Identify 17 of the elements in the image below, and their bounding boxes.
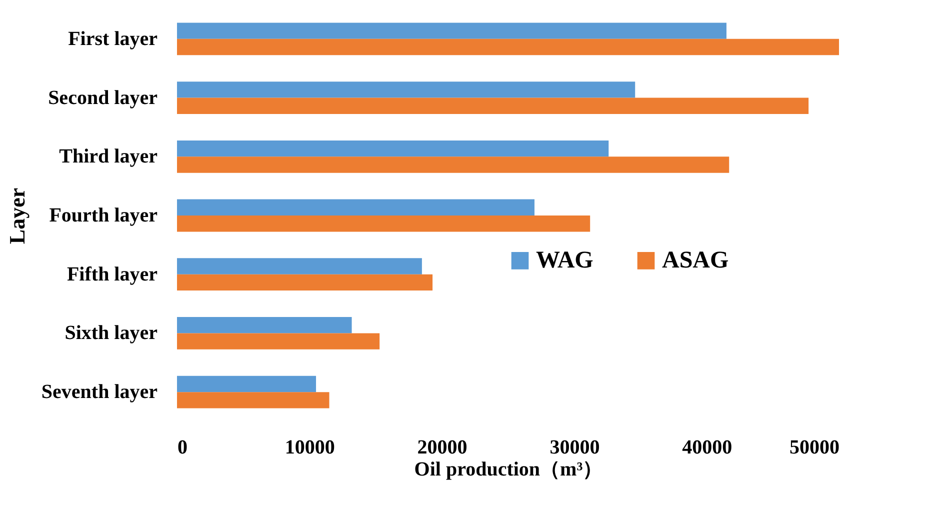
y-tick-label: First layer — [68, 28, 158, 50]
x-tick-label: 20000 — [417, 436, 468, 458]
y-tick-label: Third layer — [59, 146, 158, 168]
x-tick-label: 10000 — [284, 436, 335, 458]
y-tick-label: Fourth layer — [49, 204, 158, 226]
y-tick-label: Fifth layer — [66, 263, 158, 286]
y-tick-label: Second layer — [48, 86, 158, 109]
legend-label: WAG — [536, 248, 594, 274]
x-tick-label: 50000 — [790, 436, 840, 458]
x-axis-title: Oil production（m³） — [414, 458, 603, 480]
y-axis-title: Layer — [4, 188, 30, 244]
y-tick-label: Seventh layer — [41, 381, 158, 404]
y-tick-label: Sixth layer — [64, 322, 158, 344]
legend-label: ASAG — [662, 248, 730, 274]
x-tick-label: 40000 — [682, 436, 732, 458]
x-tick-label: 30000 — [550, 436, 600, 458]
x-tick-label: 0 — [178, 436, 188, 458]
